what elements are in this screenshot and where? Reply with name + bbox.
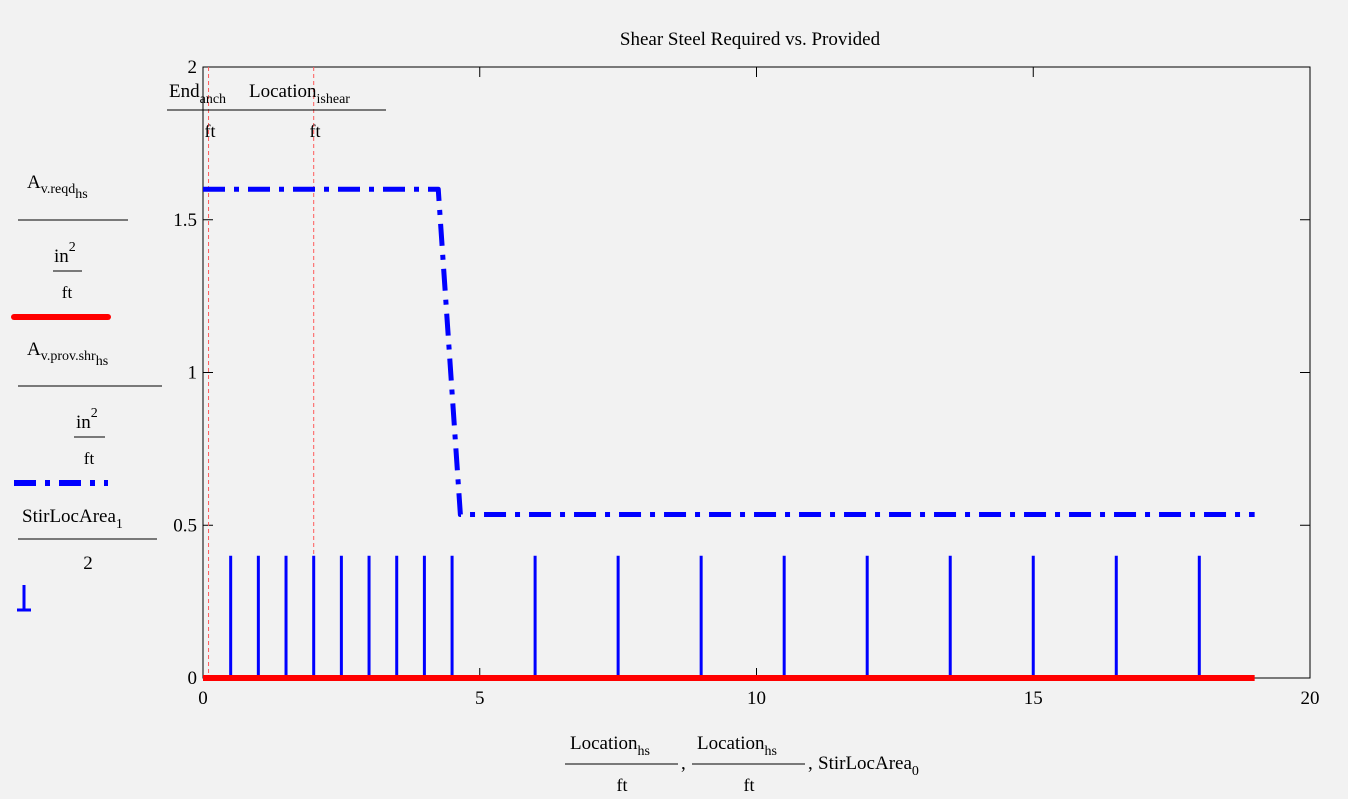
y-tick-label: 2	[188, 57, 198, 78]
y-tick-label: 1	[188, 363, 198, 384]
x-label-term2: Locationhs	[697, 733, 777, 759]
x-label-term1: Locationhs	[570, 733, 650, 759]
marker-label-end-anch-unit: ft	[205, 121, 216, 141]
series-lines	[203, 186, 1255, 681]
x-tick-labels: 0 5 10 15 20	[198, 67, 1320, 709]
legend-stirrups-swatch	[17, 585, 31, 612]
legend-provided-unit: ft	[84, 449, 95, 468]
marker-labels: Endanch Locationishear ft ft	[167, 81, 386, 141]
y-tick-label: 0	[188, 668, 198, 689]
x-label-term1-unit: ft	[617, 775, 628, 795]
x-label-sep2: ,	[808, 753, 813, 774]
x-tick-label: 15	[1024, 688, 1043, 709]
legend-required-numerator: Av.reqdhs	[27, 172, 88, 202]
marker-label-location-ishear: Locationishear	[249, 81, 350, 107]
legend-required: Av.reqdhs in2 ft	[11, 172, 128, 320]
x-label-term3: StirLocArea0	[818, 753, 919, 779]
chart-title: Shear Steel Required vs. Provided	[620, 29, 881, 50]
legend: Av.reqdhs in2 ft Av.prov.shrhs in2 ft	[11, 172, 162, 612]
marker-label-end-anch: Endanch	[169, 81, 226, 107]
legend-required-unit: ft	[62, 283, 73, 302]
x-label-term2-unit: ft	[744, 775, 755, 795]
legend-stirrups: StirLocArea1 2	[17, 506, 157, 612]
x-tick-label: 10	[747, 688, 766, 709]
x-axis-label: Locationhs ft , Locationhs ft , StirLocA…	[565, 733, 919, 795]
marker-label-location-ishear-unit: ft	[310, 121, 321, 141]
y-tick-labels: 0 0.5 1 1.5 2	[173, 57, 1310, 689]
stirrup-stems	[229, 555, 1201, 678]
x-tick-label: 5	[475, 688, 485, 709]
legend-stirrups-numerator: StirLocArea1	[22, 506, 123, 532]
legend-provided-denominator: in2	[76, 406, 98, 433]
series-provided-line	[203, 186, 1255, 518]
legend-provided: Av.prov.shrhs in2 ft	[14, 339, 162, 486]
legend-stirrups-denominator: 2	[83, 553, 93, 574]
legend-provided-numerator: Av.prov.shrhs	[27, 339, 108, 369]
x-label-sep1: ,	[681, 753, 686, 774]
marker-lines	[208, 67, 315, 678]
y-tick-label: 1.5	[173, 210, 197, 231]
legend-required-denominator: in2	[54, 240, 76, 267]
y-tick-label: 0.5	[173, 515, 197, 536]
x-tick-label: 20	[1301, 688, 1320, 709]
x-tick-label: 0	[198, 688, 208, 709]
